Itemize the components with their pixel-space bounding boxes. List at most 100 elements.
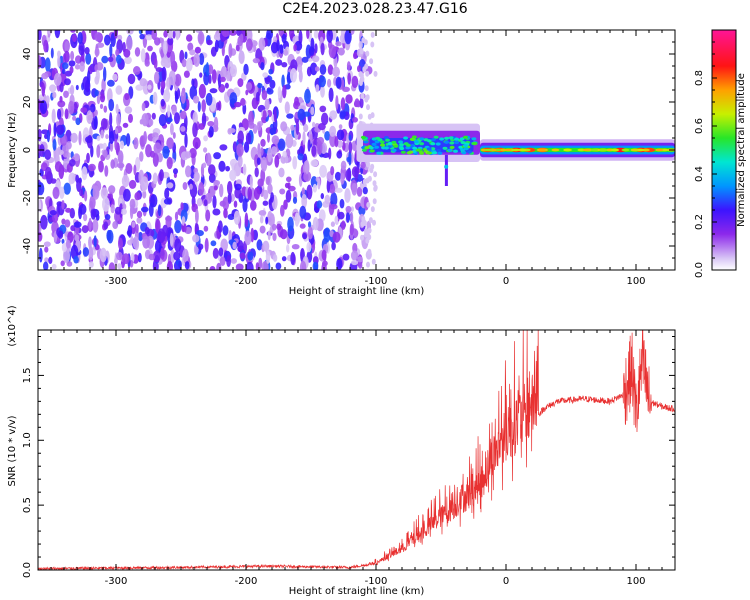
- noise-cell: [90, 145, 94, 158]
- noise-cell: [101, 55, 109, 64]
- signal-cell: [463, 135, 468, 139]
- noise-cell: [45, 95, 50, 104]
- noise-cell: [57, 230, 64, 239]
- noise-cell: [184, 51, 188, 60]
- noise-cell: [293, 44, 297, 52]
- signal-cell: [471, 137, 477, 141]
- noise-cell: [266, 88, 274, 95]
- signal-cell: [442, 146, 448, 150]
- noise-cell: [237, 78, 244, 88]
- noise-cell: [229, 92, 238, 105]
- noise-cell: [114, 138, 118, 151]
- noise-cell: [334, 215, 339, 224]
- noise-cell: [370, 112, 375, 119]
- noise-cell: [351, 259, 359, 266]
- noise-cell: [264, 75, 271, 85]
- signal-cell: [375, 136, 381, 140]
- noise-cell: [64, 108, 69, 120]
- noise-cell: [135, 223, 139, 234]
- noise-cell: [174, 238, 182, 253]
- noise-cell: [302, 232, 307, 240]
- noise-cell: [193, 53, 200, 67]
- noise-cell: [193, 171, 200, 182]
- noise-cell: [212, 208, 221, 216]
- noise-cell: [50, 178, 57, 184]
- noise-cell: [81, 166, 88, 181]
- noise-cell: [145, 34, 153, 41]
- noise-cell: [214, 39, 219, 53]
- noise-cell: [73, 255, 79, 264]
- noise-cell: [213, 116, 219, 131]
- noise-cell: [126, 30, 134, 35]
- noise-cell: [136, 217, 143, 224]
- noise-cell: [40, 214, 48, 230]
- noise-cell: [332, 66, 340, 78]
- noise-cell: [184, 133, 188, 148]
- noise-cell: [346, 61, 351, 71]
- y-axis-label: SNR (10 * v/v): [7, 415, 18, 486]
- noise-cell: [229, 169, 237, 181]
- noise-cell: [354, 98, 360, 108]
- noise-cell: [351, 183, 358, 196]
- noise-cell: [271, 135, 280, 145]
- noise-cell: [45, 57, 51, 72]
- noise-cell: [365, 70, 370, 77]
- noise-cell: [345, 169, 352, 181]
- noise-cell: [270, 192, 274, 203]
- noise-cell: [345, 94, 353, 104]
- noise-cell: [318, 123, 326, 131]
- noise-cell: [38, 247, 43, 263]
- noise-cell: [283, 199, 288, 210]
- noise-cell: [94, 89, 99, 97]
- noise-cell: [364, 63, 369, 70]
- noise-cell: [362, 186, 368, 195]
- noise-cell: [123, 188, 131, 202]
- noise-cell: [213, 185, 218, 191]
- noise-cell: [312, 216, 319, 231]
- noise-cell: [334, 136, 339, 148]
- noise-cell: [124, 106, 133, 114]
- noise-cell: [203, 147, 208, 153]
- noise-cell: [122, 122, 129, 128]
- noise-cell: [51, 263, 57, 270]
- noise-cell: [315, 84, 320, 93]
- noise-cell: [61, 68, 66, 75]
- noise-cell: [95, 69, 100, 82]
- noise-cell: [230, 64, 237, 78]
- noise-cell: [226, 255, 232, 267]
- noise-cell: [242, 163, 247, 176]
- noise-cell: [314, 43, 318, 54]
- noise-cell: [110, 159, 115, 169]
- noise-cell: [39, 100, 48, 115]
- x-tick-label: -200: [235, 576, 258, 587]
- signal-cell: [460, 141, 466, 145]
- noise-cell: [290, 124, 295, 131]
- noise-cell: [170, 51, 176, 66]
- noise-cell: [192, 122, 198, 138]
- noise-cell: [350, 211, 354, 224]
- noise-cell: [64, 219, 71, 228]
- noise-cell: [276, 223, 282, 231]
- noise-cell: [319, 105, 327, 113]
- noise-cell: [166, 182, 174, 189]
- noise-cell: [174, 211, 179, 221]
- noise-cell: [138, 231, 143, 242]
- noise-cell: [218, 220, 223, 233]
- noise-cell: [140, 48, 146, 63]
- noise-cell: [335, 76, 342, 89]
- noise-cell: [297, 153, 304, 161]
- signal-cell: [418, 151, 424, 155]
- noise-cell: [94, 47, 100, 57]
- colorbar-label: Normalized spectral amplitude: [736, 73, 747, 227]
- noise-cell: [233, 210, 241, 225]
- noise-cell: [371, 258, 376, 265]
- noise-cell: [210, 240, 217, 247]
- noise-cell: [342, 253, 350, 261]
- noise-cell: [351, 75, 359, 88]
- noise-cell: [147, 84, 152, 90]
- noise-cell: [228, 128, 236, 134]
- signal-cell: [385, 138, 390, 142]
- signal-cell: [511, 148, 520, 152]
- noise-cell: [262, 200, 269, 206]
- noise-cell: [328, 44, 337, 59]
